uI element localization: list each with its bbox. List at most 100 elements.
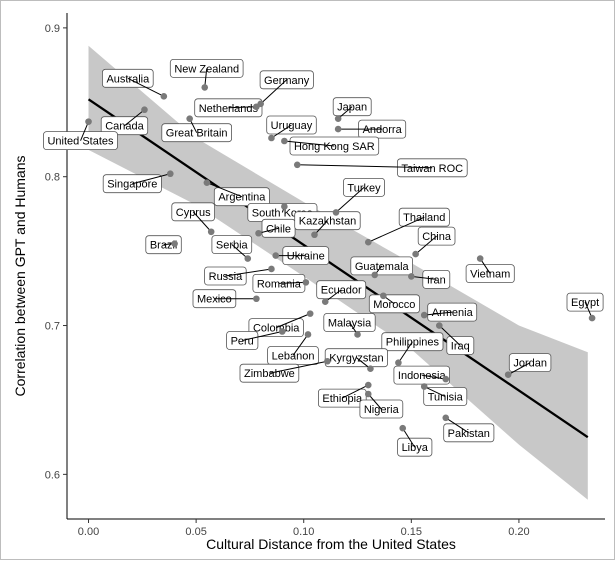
data-label: Ethiopia bbox=[317, 388, 367, 408]
regression-line bbox=[87, 98, 589, 439]
data-label-text: Zimbabwe bbox=[244, 368, 295, 380]
data-label-text: Indonesia bbox=[398, 370, 447, 382]
data-point bbox=[399, 424, 407, 432]
label-connector bbox=[278, 281, 306, 284]
data-label-text: Kazakhstan bbox=[299, 216, 356, 228]
data-point bbox=[367, 365, 374, 372]
data-label-box bbox=[368, 294, 420, 314]
data-point bbox=[395, 359, 402, 367]
data-label-box bbox=[393, 365, 450, 385]
data-label-text: Chile bbox=[266, 223, 291, 235]
data-point bbox=[321, 298, 329, 306]
data-label: Taiwan ROC bbox=[396, 158, 468, 178]
data-label-text: Kyrgyzstan bbox=[329, 353, 383, 365]
data-label-text: Pakistan bbox=[448, 428, 490, 440]
data-point bbox=[476, 255, 484, 262]
data-point bbox=[504, 371, 512, 378]
data-label-box bbox=[294, 211, 361, 231]
data-point bbox=[186, 115, 193, 122]
data-point bbox=[203, 179, 211, 186]
data-point bbox=[442, 375, 450, 383]
data-label: Turkey bbox=[342, 177, 385, 197]
data-label-text: Mexico bbox=[197, 294, 232, 306]
data-label-box bbox=[102, 68, 154, 88]
data-label: Guatemala bbox=[350, 256, 413, 276]
data-label-box bbox=[161, 123, 233, 143]
data-label: Great Britain bbox=[161, 123, 233, 143]
label-connector bbox=[228, 106, 257, 109]
label-connector bbox=[402, 427, 416, 448]
data-point bbox=[85, 118, 92, 125]
data-label: Philippines bbox=[381, 332, 444, 352]
data-label-text: Brazil bbox=[150, 240, 178, 252]
data-point bbox=[281, 203, 288, 210]
data-point bbox=[408, 273, 415, 280]
data-point bbox=[272, 252, 280, 259]
data-label-text: Ukraine bbox=[287, 251, 325, 263]
data-point bbox=[201, 84, 209, 91]
data-label: Chile bbox=[261, 218, 296, 238]
label-connector bbox=[397, 341, 413, 364]
data-label-text: Turkey bbox=[347, 182, 381, 194]
label-connector bbox=[335, 187, 365, 213]
data-point bbox=[306, 310, 314, 317]
data-point bbox=[278, 328, 286, 335]
data-point bbox=[371, 271, 379, 279]
label-connector bbox=[367, 393, 382, 410]
data-point bbox=[334, 115, 342, 122]
data-label-box bbox=[194, 98, 263, 118]
data-label-text: Japan bbox=[337, 102, 367, 114]
data-label-text: Great Britain bbox=[166, 128, 228, 140]
data-point bbox=[244, 255, 252, 262]
data-label: Canada bbox=[100, 116, 149, 136]
y-tick-label: 0.7 bbox=[45, 321, 60, 333]
data-point bbox=[364, 390, 372, 398]
data-label-text: Armenia bbox=[432, 307, 474, 319]
data-label-text: Canada bbox=[105, 121, 144, 133]
label-connector bbox=[258, 227, 279, 234]
data-label: Kyrgyzstan bbox=[324, 348, 389, 368]
data-point bbox=[207, 228, 215, 236]
data-label-box bbox=[443, 423, 495, 443]
data-point bbox=[253, 103, 260, 111]
x-tick-label: 0.20 bbox=[508, 526, 529, 538]
data-label-text: Singapore bbox=[107, 179, 157, 191]
data-label-text: Iraq bbox=[451, 341, 470, 353]
data-point bbox=[268, 265, 275, 273]
label-connector bbox=[124, 109, 145, 127]
data-label-text: Thailand bbox=[403, 212, 445, 224]
data-point bbox=[268, 134, 275, 142]
label-connector bbox=[225, 268, 272, 277]
label-connector bbox=[368, 216, 425, 243]
label-connector bbox=[292, 334, 309, 356]
data-label-box bbox=[248, 318, 304, 338]
data-label-box bbox=[398, 207, 450, 227]
data-label: Vietnam bbox=[465, 264, 515, 284]
label-connector bbox=[324, 289, 342, 303]
data-label: Morocco bbox=[368, 294, 420, 314]
data-point bbox=[324, 357, 331, 365]
data-point bbox=[364, 381, 372, 389]
data-point bbox=[412, 250, 419, 258]
data-label: Libya bbox=[397, 437, 433, 457]
data-label-box bbox=[317, 388, 367, 408]
x-tick-label: 0.10 bbox=[293, 526, 314, 538]
data-label-text: United States bbox=[47, 136, 114, 148]
data-label-text: Iran bbox=[427, 274, 446, 286]
data-label-box bbox=[169, 59, 244, 78]
label-connector bbox=[275, 313, 311, 329]
label-connector bbox=[80, 121, 89, 141]
data-point bbox=[302, 279, 310, 286]
data-label: Ukraine bbox=[282, 246, 330, 266]
label-connector bbox=[438, 325, 461, 346]
data-label-box bbox=[145, 235, 182, 255]
label-connector bbox=[507, 362, 531, 376]
data-label-text: Andorra bbox=[363, 124, 403, 136]
label-connector bbox=[297, 164, 433, 169]
data-label-box bbox=[465, 264, 515, 284]
data-label: Netherlands bbox=[194, 98, 263, 118]
label-connector bbox=[269, 360, 328, 374]
data-label-text: China bbox=[422, 231, 452, 243]
